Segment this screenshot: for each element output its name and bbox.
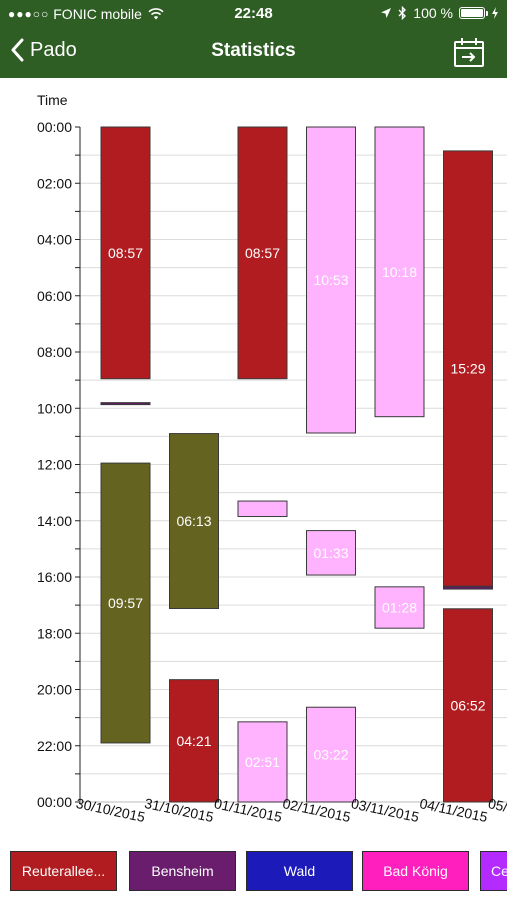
bar-duration-label: 10:18 <box>382 264 417 280</box>
legend-item[interactable]: Bad König <box>362 851 469 891</box>
calendar-export-icon <box>454 38 484 67</box>
legend-item[interactable]: Bensheim <box>129 851 236 891</box>
x-tick-label: 05/11/2015 <box>487 795 507 825</box>
chart-bar <box>443 608 493 803</box>
bar-duration-label: 09:57 <box>108 595 143 611</box>
wifi-icon <box>148 8 164 20</box>
calendar-export-button[interactable] <box>451 34 487 70</box>
y-tick-label: 16:00 <box>37 569 72 585</box>
chart-bar <box>237 126 288 380</box>
back-button-label: Pado <box>30 38 77 61</box>
y-tick-label: 22:00 <box>37 738 72 754</box>
bar-duration-label: 06:13 <box>176 513 211 529</box>
battery-fill <box>461 9 483 17</box>
y-tick-label: 00:00 <box>37 119 72 135</box>
bar-duration-label: 08:57 <box>245 245 280 261</box>
status-left: ●●●○○ FONIC mobile <box>8 6 164 22</box>
bar-duration-label: 15:29 <box>450 361 485 377</box>
y-tick-label: 02:00 <box>37 175 72 191</box>
chart-bar <box>306 706 356 803</box>
y-tick-label: 04:00 <box>37 232 72 248</box>
chart-bar <box>100 402 151 406</box>
legend-item[interactable]: Reuterallee... <box>10 851 117 891</box>
back-button[interactable]: Pado <box>10 38 77 62</box>
battery-percent: 100 % <box>413 5 453 21</box>
bar-duration-label: 01:33 <box>313 545 348 561</box>
x-tick-label: 30/10/2015 <box>75 795 147 825</box>
chart-bar <box>374 126 425 418</box>
chart-bar <box>237 500 288 518</box>
status-time: 22:48 <box>234 5 273 22</box>
chart-bar <box>237 721 288 803</box>
y-tick-label: 10:00 <box>37 400 72 416</box>
bar-duration-label: 03:22 <box>313 747 348 763</box>
battery-icon <box>459 7 488 19</box>
carrier-name: FONIC mobile <box>53 6 142 22</box>
y-tick-label: 18:00 <box>37 625 72 641</box>
bar-duration-label: 04:21 <box>176 733 211 749</box>
status-bar: ●●●○○ FONIC mobile 22:48 100 % <box>0 0 507 28</box>
signal-strength-icon: ●●●○○ <box>8 7 50 21</box>
location-arrow-icon <box>381 8 392 18</box>
bar-duration-label: 10:53 <box>313 272 348 288</box>
bar-duration-label: 06:52 <box>450 697 485 713</box>
y-tick-label: 14:00 <box>37 513 72 529</box>
charging-bolt-icon <box>492 7 498 19</box>
chart-bar <box>374 586 425 629</box>
chart-bar <box>169 433 219 609</box>
y-tick-label: 12:00 <box>37 457 72 473</box>
legend-item[interactable]: Ce <box>480 851 507 891</box>
chart-bar <box>100 126 151 380</box>
chart-bar <box>169 679 219 803</box>
chart-bar <box>306 530 356 576</box>
chevron-left-icon <box>11 38 24 62</box>
chart-bar <box>443 585 493 590</box>
bar-duration-label: 01:28 <box>382 600 417 616</box>
y-tick-label: 00:00 <box>37 794 72 810</box>
bar-duration-label: 08:57 <box>108 245 143 261</box>
y-tick-label: 08:00 <box>37 344 72 360</box>
statistics-content: Time 00:00 02:00 04:00 06:00 08:00 10:00 12:00 1… <box>0 78 507 840</box>
bluetooth-icon <box>398 6 407 20</box>
x-tick-label: 03/11/2015 <box>350 795 421 825</box>
status-right: 100 % <box>380 5 499 21</box>
chart-bar <box>443 150 493 587</box>
legend-item[interactable]: Wald <box>246 851 353 891</box>
chart-bar <box>306 126 356 434</box>
time-chart[interactable]: Time 00:00 02:00 04:00 06:00 08:00 10:00 12:00 1… <box>0 78 507 840</box>
y-tick-label: 20:00 <box>37 682 72 698</box>
bar-duration-label: 02:51 <box>245 754 280 770</box>
y-axis-title: Time <box>37 92 68 108</box>
y-tick-label: 06:00 <box>37 288 72 304</box>
navigation-bar: Pado Statistics <box>0 28 507 78</box>
chart-bar <box>100 462 151 744</box>
